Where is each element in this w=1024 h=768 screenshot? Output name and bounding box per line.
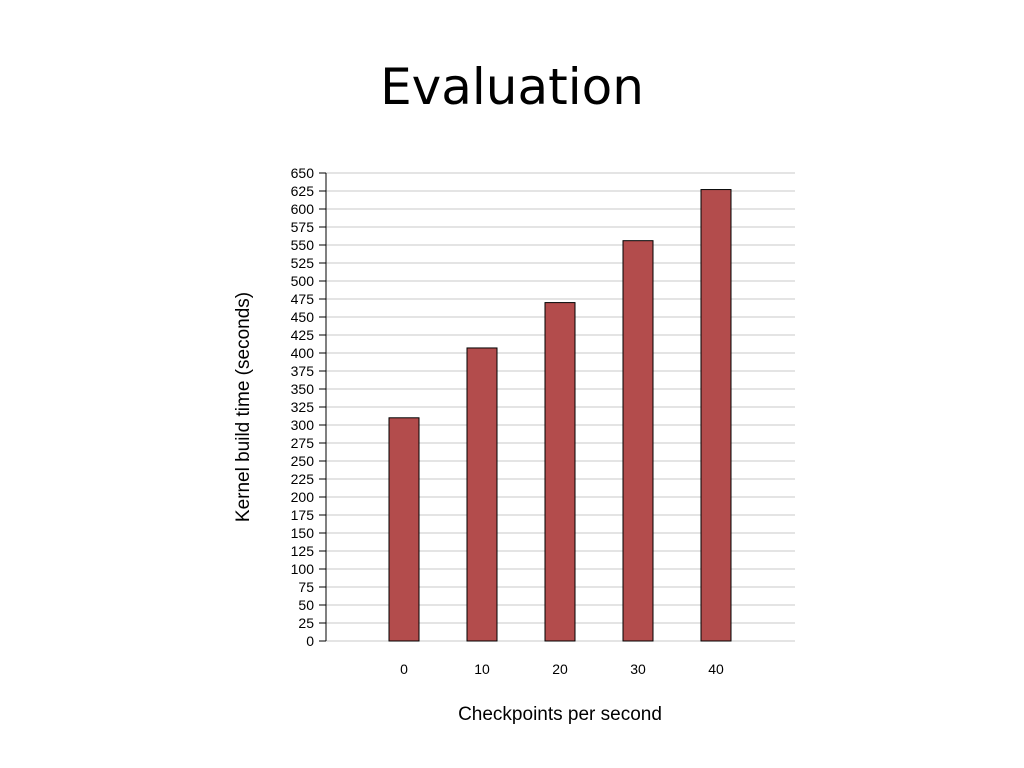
x-tick-label: 10 — [474, 661, 490, 677]
bar-0 — [388, 417, 420, 642]
axes — [319, 172, 327, 642]
y-tick-label: 300 — [291, 417, 315, 433]
y-tick-label: 600 — [291, 201, 315, 217]
y-tick-label: 500 — [291, 273, 315, 289]
y-tick-label: 275 — [291, 435, 315, 451]
y-tick-label: 475 — [291, 291, 315, 307]
y-tick-label: 525 — [291, 255, 315, 271]
x-tick-label: 0 — [400, 661, 408, 677]
y-tick-label: 450 — [291, 309, 315, 325]
x-tick-labels: 0 10 20 30 40 — [400, 661, 724, 677]
y-tick-label: 250 — [291, 453, 315, 469]
y-tick-label: 425 — [291, 327, 315, 343]
y-tick-label: 650 — [291, 165, 315, 181]
bar-40 — [700, 189, 732, 642]
bar-20 — [544, 302, 576, 642]
y-tick-label: 0 — [306, 633, 314, 649]
y-tick-label: 50 — [298, 597, 314, 613]
y-tick-label: 100 — [291, 561, 315, 577]
x-tick-label: 40 — [708, 661, 724, 677]
x-axis-title: Checkpoints per second — [458, 704, 662, 725]
y-tick-label: 550 — [291, 237, 315, 253]
x-tick-label: 30 — [630, 661, 646, 677]
y-tick-label: 625 — [291, 183, 315, 199]
bars — [388, 189, 732, 642]
y-tick-label: 575 — [291, 219, 315, 235]
y-axis-title: Kernel build time (seconds) — [233, 292, 254, 522]
bar-30 — [622, 240, 654, 642]
y-tick-labels: 0 25 50 75 100 125 150 175 200 225 250 275 300 325 350… — [291, 165, 315, 649]
y-tick-label: 25 — [298, 615, 314, 631]
y-tick-label: 375 — [291, 363, 315, 379]
y-tick-label: 400 — [291, 345, 315, 361]
y-tick-label: 150 — [291, 525, 315, 541]
y-tick-label: 125 — [291, 543, 315, 559]
y-tick-label: 175 — [291, 507, 315, 523]
bar-10 — [466, 347, 498, 642]
y-tick-label: 75 — [298, 579, 314, 595]
y-tick-label: 200 — [291, 489, 315, 505]
y-tick-label: 350 — [291, 381, 315, 397]
slide-title: Evaluation — [380, 58, 644, 116]
x-tick-label: 20 — [552, 661, 568, 677]
y-tick-label: 225 — [291, 471, 315, 487]
y-tick-label: 325 — [291, 399, 315, 415]
